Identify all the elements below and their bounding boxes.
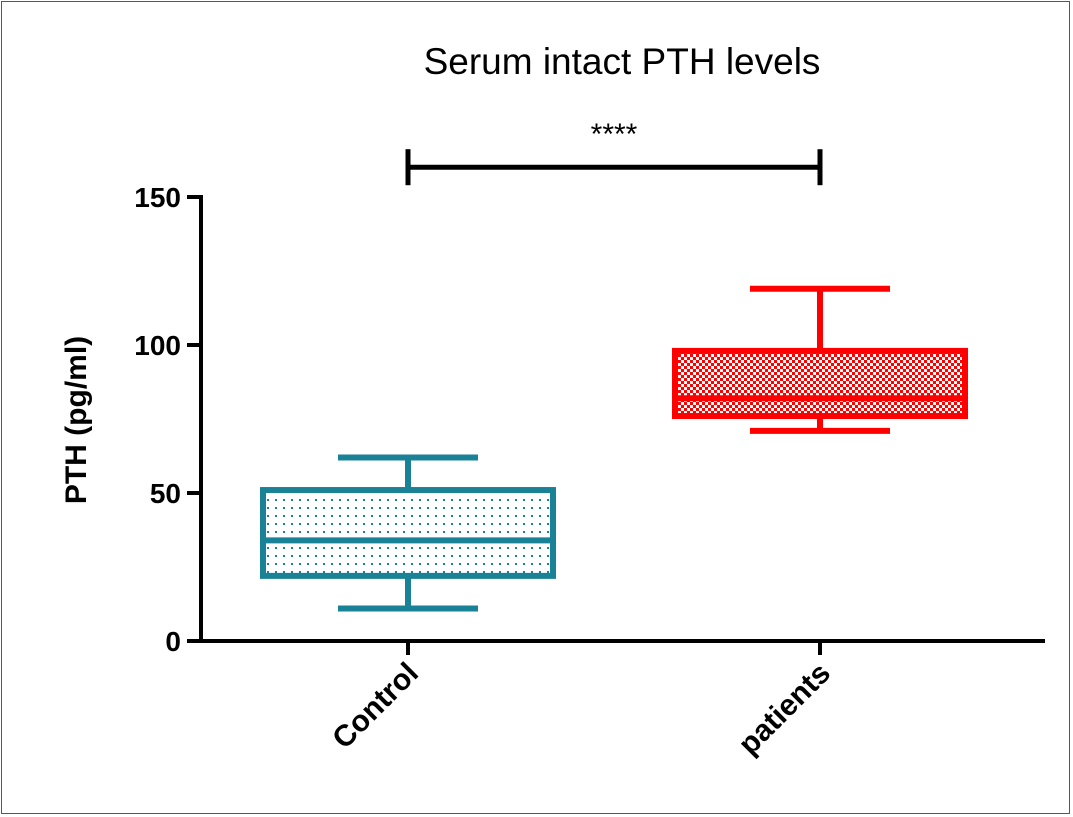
y-tick-label: 50 <box>150 478 181 509</box>
y-axis-label: PTH (pg/ml) <box>60 336 93 504</box>
y-tick-label: 150 <box>134 182 181 213</box>
significance-label: **** <box>591 118 638 151</box>
x-tick-label: Control <box>326 657 425 756</box>
box-control <box>260 487 556 579</box>
box-patients <box>672 347 968 420</box>
chart-title: Serum intact PTH levels <box>424 41 821 82</box>
y-tick-label: 100 <box>134 330 181 361</box>
x-tick-label: patients <box>732 657 837 762</box>
y-tick-label: 0 <box>165 626 181 657</box>
